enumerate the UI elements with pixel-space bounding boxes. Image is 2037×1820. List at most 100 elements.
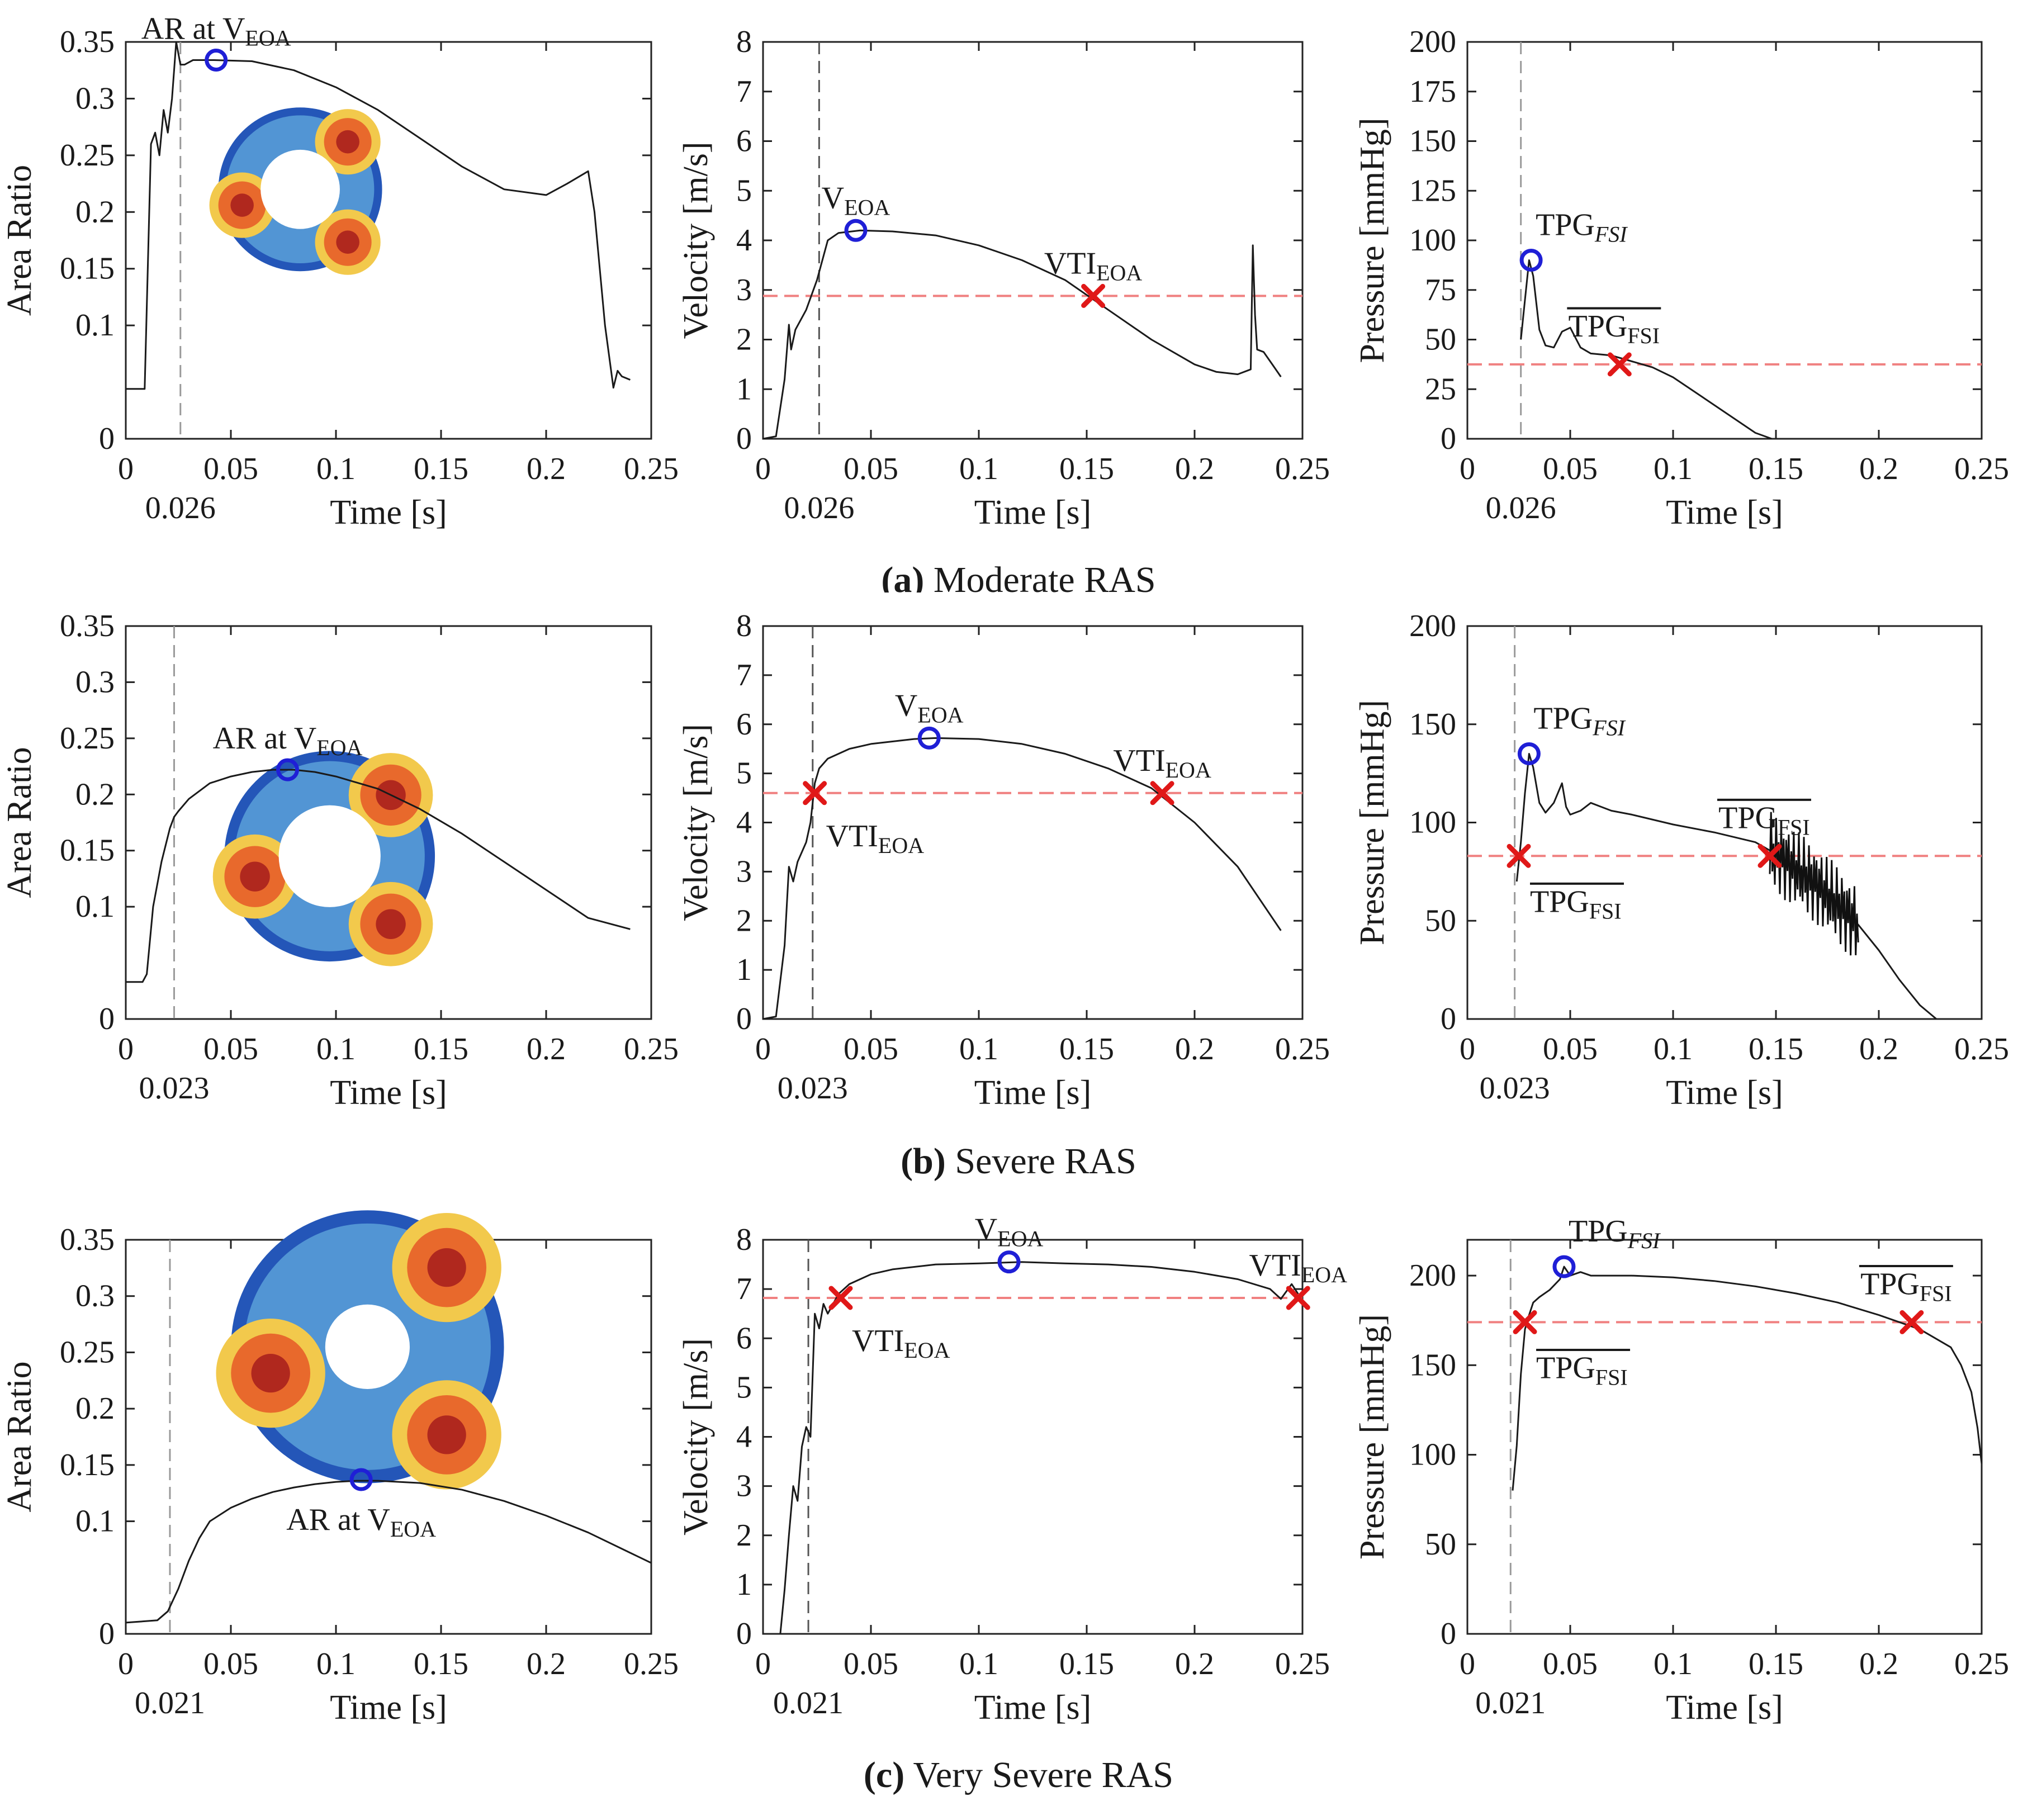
- y-tick-label: 4: [736, 223, 752, 258]
- x-axis-label: Time [s]: [1666, 1074, 1783, 1112]
- x-tick-label: 0.05: [203, 452, 258, 486]
- x-tick-label: 0.05: [844, 1032, 898, 1067]
- y-tick-label: 0.15: [60, 252, 115, 286]
- point-label: TPGFSI: [1533, 701, 1626, 740]
- y-tick-label: 6: [736, 1321, 752, 1355]
- y-tick-label: 50: [1425, 323, 1456, 357]
- y-axis-label: Velocity [m/s]: [677, 1338, 715, 1535]
- x-tick-label: 0.1: [316, 1032, 356, 1067]
- y-axis-label: Area Ratio: [1, 165, 39, 316]
- label-sub: FSI: [1778, 814, 1810, 840]
- y-tick-label: 100: [1409, 1438, 1456, 1472]
- y-tick-label: 0: [736, 1617, 752, 1651]
- label-sub: FSI: [1627, 1228, 1661, 1253]
- start-time-label: 0.021: [773, 1686, 844, 1721]
- chart-1-3: 0 0.05 0.1 0.15 0.2 0.25 0 25 50 75 100 125 150 175 20…: [1353, 25, 2009, 532]
- x-tick-label: 0.2: [1859, 1032, 1898, 1067]
- x-tick-label: 0.25: [1954, 1647, 2009, 1681]
- y-tick-label: 5: [736, 756, 752, 791]
- x-tick-label: 0.2: [1859, 452, 1898, 486]
- x-tick-label: 0: [755, 1647, 771, 1681]
- y-axis-label: Velocity [m/s]: [677, 142, 715, 339]
- orifice-inset: [212, 751, 435, 966]
- y-tick-label: 6: [736, 124, 752, 159]
- x-tick-label: 0.15: [1749, 1647, 1803, 1681]
- y-axis-label: Pressure [mmHg]: [1353, 1314, 1391, 1560]
- label-main: TPG: [1860, 1267, 1920, 1301]
- axes-box: [1466, 1239, 1983, 1635]
- data-line: [762, 737, 1282, 1020]
- x-tick-label: 0: [1460, 1647, 1475, 1681]
- x-tick-label: 0.25: [1275, 1032, 1330, 1067]
- x-tick-label: 0.1: [316, 452, 356, 486]
- inset-lobe-core: [376, 909, 406, 939]
- y-tick-label: 0.3: [75, 81, 115, 116]
- point-label: TPGFSI: [1536, 208, 1628, 247]
- point-label: VTIEOA: [1044, 246, 1143, 285]
- x-tick-label: 0.2: [1175, 1647, 1214, 1681]
- y-tick-label: 4: [736, 805, 752, 840]
- y-tick-label: 1: [736, 952, 752, 987]
- y-tick-label: 8: [736, 25, 752, 59]
- inset-lobe-core: [251, 1353, 290, 1393]
- x-tick-label: 0.05: [1543, 1647, 1598, 1681]
- x-tick-label: 0.25: [1954, 452, 2009, 486]
- x-tick-label: 0.15: [1749, 1032, 1803, 1067]
- data-line: [779, 1261, 1299, 1634]
- mean-marker: [1757, 843, 1782, 868]
- label-sub: FSI: [1595, 1364, 1628, 1390]
- label-sub: FSI: [1627, 323, 1660, 348]
- y-tick-label: 25: [1425, 372, 1456, 406]
- x-axis-label: Time [s]: [330, 1689, 447, 1727]
- point-label: VTIEOA: [826, 819, 925, 858]
- y-tick-label: 100: [1409, 223, 1456, 258]
- y-tick-label: 0.35: [60, 609, 115, 643]
- y-tick-label: 3: [736, 273, 752, 307]
- y-tick-label: 75: [1425, 273, 1456, 307]
- caption-b: (b) Severe RAS: [901, 1141, 1136, 1182]
- point-label: VEOA: [895, 688, 964, 727]
- x-tick-label: 0.1: [959, 1647, 998, 1681]
- y-tick-label: 100: [1409, 805, 1456, 840]
- x-tick-label: 0: [755, 1032, 771, 1067]
- x-tick-label: 0.25: [624, 1032, 679, 1067]
- label-main: TPG: [1569, 309, 1628, 344]
- start-time-label: 0.026: [784, 491, 854, 525]
- chart-3-1: 0 0.05 0.1 0.15 0.2 0.25 0 0.1 0.15 0.2 0.25 0.3 0.3…: [1, 1210, 679, 1727]
- label-main: V: [822, 181, 844, 215]
- mean-marker: [1507, 843, 1531, 868]
- y-tick-label: 175: [1409, 74, 1456, 109]
- y-tick-label: 0.35: [60, 25, 115, 59]
- label-main: TPG: [1536, 1350, 1595, 1385]
- mean-marker: [1607, 352, 1632, 377]
- label-sub: EOA: [997, 1226, 1043, 1252]
- x-axis-label: Time [s]: [974, 494, 1092, 532]
- x-tick-label: 0.15: [1749, 452, 1803, 486]
- data-line: [762, 229, 1282, 440]
- x-tick-label: 0: [1460, 452, 1475, 486]
- start-time-label: 0.021: [135, 1686, 205, 1721]
- x-tick-label: 0: [118, 1032, 134, 1067]
- y-tick-label: 125: [1409, 173, 1456, 208]
- point-label: TPGFSI: [1569, 1214, 1661, 1253]
- inset-lobe-core: [230, 193, 254, 217]
- point-label: VTIEOA: [1249, 1248, 1348, 1287]
- x-tick-label: 0.15: [1059, 1032, 1114, 1067]
- start-time-label: 0.021: [1475, 1686, 1546, 1721]
- y-tick-label: 2: [736, 323, 752, 357]
- x-tick-label: 0.15: [414, 1647, 468, 1681]
- y-tick-label: 0: [1441, 421, 1456, 456]
- x-axis-label: Time [s]: [974, 1074, 1092, 1112]
- x-tick-label: 0.05: [1543, 1032, 1598, 1067]
- label-sub: EOA: [917, 702, 963, 727]
- label-main: TPG: [1569, 1214, 1628, 1249]
- y-tick-label: 8: [736, 609, 752, 643]
- label-main: TPG: [1533, 701, 1593, 736]
- y-tick-label: 150: [1409, 1348, 1456, 1382]
- y-tick-label: 3: [736, 1469, 752, 1504]
- label-main: TPG: [1718, 800, 1778, 835]
- label-sub: EOA: [1096, 260, 1142, 285]
- x-tick-label: 0.05: [844, 1647, 898, 1681]
- y-tick-label: 0.1: [75, 308, 115, 343]
- label-sub: EOA: [1166, 757, 1211, 783]
